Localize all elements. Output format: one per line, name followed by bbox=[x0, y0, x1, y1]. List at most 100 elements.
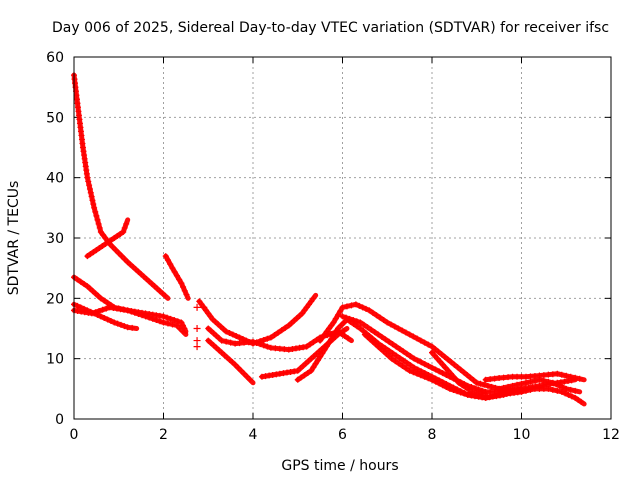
point-marker bbox=[129, 324, 136, 331]
point-marker bbox=[291, 368, 298, 375]
point-marker bbox=[109, 244, 116, 251]
point-marker bbox=[465, 386, 472, 393]
point-marker bbox=[317, 337, 324, 344]
point-marker bbox=[102, 235, 109, 241]
series-arc-15 bbox=[429, 349, 489, 398]
point-marker bbox=[227, 339, 234, 346]
point-marker bbox=[183, 291, 190, 298]
point-marker bbox=[353, 318, 360, 325]
grid-layer bbox=[74, 57, 611, 419]
point-marker bbox=[437, 358, 444, 365]
point-marker bbox=[434, 355, 441, 362]
x-tick-label-0: 0 bbox=[70, 427, 79, 443]
point-marker bbox=[301, 372, 308, 379]
point-marker bbox=[473, 389, 480, 396]
point-marker bbox=[196, 298, 203, 305]
point-marker bbox=[156, 318, 163, 325]
point-marker bbox=[162, 253, 169, 260]
point-marker bbox=[260, 342, 267, 349]
point-marker bbox=[118, 253, 125, 260]
point-marker bbox=[176, 276, 183, 283]
point-marker bbox=[549, 379, 556, 386]
point-marker bbox=[111, 319, 118, 326]
series-arc-16 bbox=[482, 370, 587, 383]
series-arc-17 bbox=[496, 376, 583, 395]
point-marker bbox=[264, 343, 271, 350]
point-marker bbox=[467, 374, 474, 381]
point-marker bbox=[549, 386, 556, 393]
point-marker bbox=[117, 321, 124, 328]
point-marker bbox=[565, 377, 572, 384]
point-marker bbox=[319, 334, 326, 341]
point-marker bbox=[377, 314, 384, 321]
point-marker bbox=[464, 372, 471, 379]
point-marker bbox=[167, 261, 174, 268]
point-marker bbox=[97, 313, 104, 320]
point-marker bbox=[112, 247, 119, 254]
point-marker bbox=[303, 304, 310, 311]
point-marker bbox=[207, 313, 214, 320]
point-marker bbox=[319, 350, 326, 357]
point-marker bbox=[478, 390, 485, 397]
point-marker bbox=[411, 364, 418, 371]
point-marker bbox=[181, 287, 188, 294]
point-marker bbox=[567, 373, 574, 380]
x-axis-label: GPS time / hours bbox=[281, 458, 398, 474]
point-marker bbox=[74, 302, 81, 309]
point-marker bbox=[429, 376, 435, 383]
point-marker bbox=[340, 319, 347, 326]
x-tick-label-5: 10 bbox=[513, 427, 531, 443]
point-marker bbox=[96, 308, 103, 315]
point-marker bbox=[88, 193, 95, 200]
point-marker bbox=[97, 295, 104, 302]
point-marker bbox=[174, 318, 181, 325]
point-marker bbox=[432, 346, 439, 353]
point-marker bbox=[545, 385, 552, 392]
point-marker bbox=[432, 366, 439, 373]
point-marker bbox=[278, 327, 285, 334]
isolated-point bbox=[200, 303, 208, 311]
point-marker bbox=[356, 302, 363, 309]
point-marker bbox=[380, 317, 387, 324]
point-marker bbox=[447, 370, 454, 377]
point-marker bbox=[153, 312, 160, 319]
point-marker bbox=[276, 370, 283, 377]
point-marker bbox=[304, 369, 311, 376]
point-marker bbox=[395, 325, 402, 332]
point-marker bbox=[171, 268, 178, 275]
point-marker bbox=[312, 360, 319, 367]
point-marker bbox=[247, 376, 254, 383]
point-marker bbox=[296, 344, 303, 351]
point-marker bbox=[171, 317, 178, 324]
point-marker bbox=[179, 322, 186, 329]
point-marker bbox=[509, 382, 516, 389]
point-marker bbox=[332, 315, 339, 322]
point-marker bbox=[273, 371, 280, 378]
point-marker bbox=[146, 311, 153, 318]
point-marker bbox=[326, 339, 333, 346]
series-arc-18 bbox=[518, 385, 587, 407]
point-marker bbox=[160, 313, 167, 320]
point-marker bbox=[386, 347, 393, 354]
point-marker bbox=[104, 299, 111, 306]
point-marker bbox=[436, 368, 443, 375]
point-marker bbox=[482, 376, 489, 383]
point-marker bbox=[400, 357, 407, 364]
point-marker bbox=[403, 350, 410, 357]
point-marker bbox=[113, 305, 120, 312]
point-marker bbox=[414, 357, 421, 364]
point-marker bbox=[91, 204, 98, 211]
point-marker bbox=[429, 349, 435, 356]
point-marker bbox=[117, 306, 124, 313]
point-marker bbox=[266, 372, 273, 379]
point-marker bbox=[460, 369, 467, 376]
x-tick-label-1: 2 bbox=[159, 427, 168, 443]
point-marker bbox=[402, 329, 409, 336]
point-marker bbox=[431, 352, 438, 359]
point-marker bbox=[100, 231, 107, 238]
x-tick-label-4: 8 bbox=[428, 427, 437, 443]
point-marker bbox=[403, 359, 410, 366]
point-marker bbox=[389, 350, 396, 357]
point-marker bbox=[411, 355, 418, 362]
point-marker bbox=[169, 265, 176, 272]
